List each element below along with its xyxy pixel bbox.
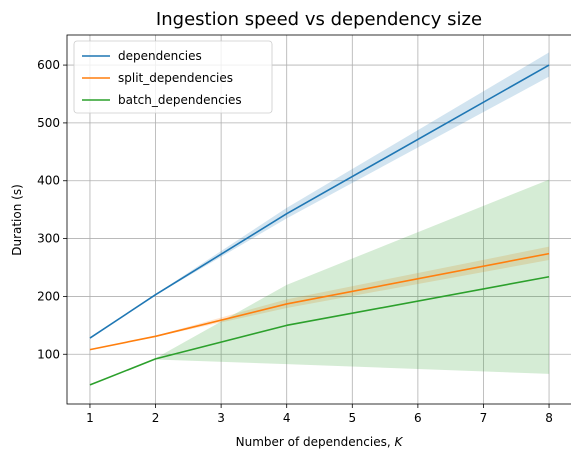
y-tick-label-1: 200 (37, 289, 60, 303)
x-axis-ticks: 1 2 3 4 5 6 7 8 (86, 404, 553, 425)
y-tick-label-0: 100 (37, 347, 60, 361)
legend: dependencies split_dependencies batch_depe… (73, 40, 273, 114)
x-tick-label-7: 8 (545, 411, 553, 425)
y-tick-label-3: 400 (37, 174, 60, 188)
y-tick-label-5: 600 (37, 58, 60, 72)
series-line-batch_dependencies (89, 275, 550, 386)
series-line-split_dependencies (89, 252, 550, 351)
x-axis-label-variable: K (394, 435, 403, 449)
legend-label-dependencies: dependencies (118, 49, 202, 63)
y-axis-label: Duration (s) (10, 184, 24, 256)
y-tick-label-2: 300 (37, 232, 60, 246)
y-axis-ticks: 100 200 300 400 500 600 (37, 58, 67, 361)
x-tick-label-0: 1 (86, 411, 94, 425)
x-tick-label-4: 5 (348, 411, 356, 425)
band-batch_dependencies (89, 179, 550, 386)
x-tick-label-2: 3 (217, 411, 225, 425)
x-tick-label-5: 6 (414, 411, 422, 425)
x-tick-label-3: 4 (283, 411, 291, 425)
y-tick-label-4: 500 (37, 116, 60, 130)
x-axis-label-main: Number of dependencies, (236, 435, 395, 449)
legend-label-batch_dependencies: batch_dependencies (118, 93, 242, 107)
x-tick-label-1: 2 (152, 411, 160, 425)
legend-box (73, 40, 273, 114)
legend-label-split_dependencies: split_dependencies (118, 71, 233, 85)
x-axis-label: Number of dependencies, K (236, 435, 404, 449)
series-lines (89, 64, 550, 386)
chart-title: Ingestion speed vs dependency size (156, 9, 482, 30)
x-tick-label-6: 7 (480, 411, 488, 425)
grid (67, 35, 571, 404)
series-line-dependencies (89, 64, 550, 339)
plot-frame (66, 34, 571, 405)
